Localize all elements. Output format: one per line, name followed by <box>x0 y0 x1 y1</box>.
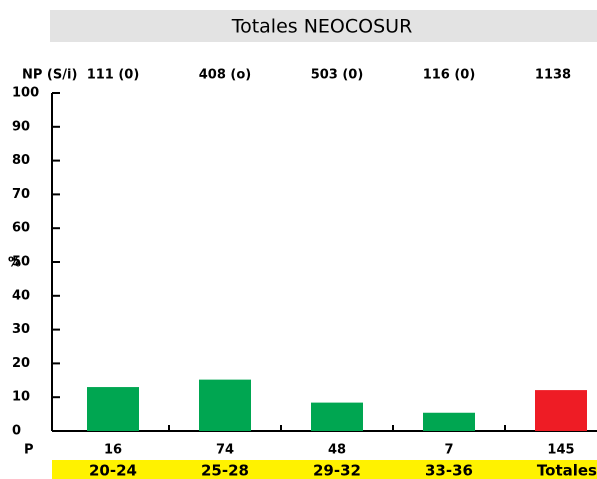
y-tick-label: 50 <box>12 255 30 270</box>
y-tick-label: 60 <box>12 221 30 236</box>
p-value: 74 <box>216 443 234 458</box>
x-tick-label: 25-28 <box>201 462 249 479</box>
x-tick-label: 29-32 <box>313 462 361 479</box>
bar <box>199 379 251 431</box>
p-value: 16 <box>104 443 122 458</box>
y-tick-label: 90 <box>12 119 30 134</box>
category-band <box>52 460 597 479</box>
y-axis-label: % <box>8 256 21 271</box>
np-value: 116 (0) <box>423 68 476 83</box>
x-tick-label: Totales <box>537 462 597 479</box>
p-value: 48 <box>328 443 346 458</box>
np-label: NP (S/i) <box>22 68 77 83</box>
bar <box>311 402 363 431</box>
x-tick-label: 33-36 <box>425 462 473 479</box>
chart-title: Totales NEOCOSUR <box>231 16 413 38</box>
np-value: 408 (o) <box>199 68 251 83</box>
bar <box>535 390 587 431</box>
p-value: 7 <box>444 443 453 458</box>
y-tick-label: 40 <box>12 288 30 303</box>
x-tick-label: 20-24 <box>89 462 137 479</box>
y-tick-label: 100 <box>12 86 39 101</box>
y-tick-label: 30 <box>12 322 30 337</box>
y-tick-label: 0 <box>12 424 21 439</box>
np-value: 1138 <box>535 68 571 83</box>
y-tick-label: 10 <box>12 390 30 405</box>
p-label: P <box>24 443 34 458</box>
y-tick-label: 80 <box>12 153 30 168</box>
p-value: 145 <box>547 443 574 458</box>
title-band <box>50 10 597 42</box>
y-tick-label: 20 <box>12 356 30 371</box>
bar <box>423 412 475 431</box>
y-tick-label: 70 <box>12 187 30 202</box>
np-value: 111 (0) <box>87 68 140 83</box>
bar <box>87 387 139 431</box>
np-value: 503 (0) <box>311 68 364 83</box>
